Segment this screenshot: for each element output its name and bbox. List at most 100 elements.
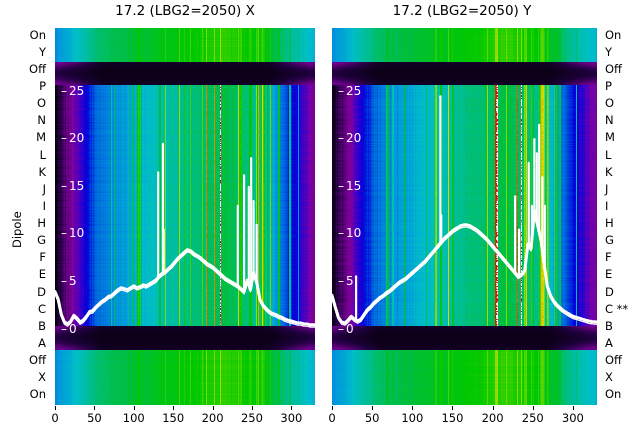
x-axis-left: 0 50 100 150 200 250 300 [51,406,315,436]
x-tick-label: 150 [441,411,464,425]
x-tick-label: 50 [87,411,102,425]
category-label: G [37,233,46,248]
tick-value: 5 [346,273,354,288]
category-label: L [39,147,46,162]
x-tick-mark [94,406,96,410]
tick-dash: – [338,321,344,336]
tick-value: 5 [69,273,77,288]
x-tick-label: 100 [401,411,424,425]
panel-right-title: 17.2 (LBG2=2050) Y [392,3,532,19]
x-tick-label: 200 [481,411,504,425]
category-label: B [605,318,613,333]
x-tick-label: 50 [364,411,380,425]
tick-dash: – [338,83,344,98]
category-label: F [39,250,46,265]
inner-y-tick-label: –10 [338,226,361,240]
category-label: D [605,284,614,299]
x-tick-mark [572,406,574,410]
category-label: H [37,216,46,231]
x-tick-mark [212,406,214,410]
category-label: H [605,216,614,231]
category-label: K [605,164,613,179]
heatmap-left [55,28,315,405]
category-axis-left: On Y Off P O N M L K J I H G F E D C B A Off X On [0,28,50,405]
inner-y-tick-label: –15 [61,179,84,193]
category-label: On [29,387,46,402]
tick-value: 20 [346,131,362,146]
category-label: G [605,233,614,248]
tick-dash: – [338,131,344,146]
category-label: C [37,301,46,316]
tick-dash: – [61,178,67,193]
category-label: A [605,336,613,351]
tick-dash: – [338,273,344,288]
inner-y-tick-label: –0 [61,322,77,336]
category-label: Off [29,353,46,368]
inner-y-tick-label: –25 [61,84,84,98]
tick-value: 25 [346,83,362,98]
category-label: Y [605,44,613,59]
tick-dash: – [338,226,344,241]
category-label: F [605,250,612,265]
heatmap-right [332,28,597,405]
category-label: X [605,370,613,385]
category-label: E [38,267,46,282]
category-label: B [38,318,46,333]
category-label: O [36,96,46,111]
inner-y-tick-label: –10 [61,226,84,240]
x-tick-mark [492,406,494,410]
category-label: On [29,27,46,42]
category-label: On [605,27,622,42]
x-tick-label: 300 [561,411,584,425]
inner-y-tick-label: –5 [338,274,354,288]
inner-y-tick-label: –15 [338,179,361,193]
x-tick-label: 100 [122,411,145,425]
x-tick-label: 300 [280,411,303,425]
category-label: A [38,336,46,351]
category-label: I [605,198,609,213]
category-label: I [42,198,46,213]
tick-dash: – [338,178,344,193]
category-label: N [605,113,614,128]
category-label: Off [605,61,622,76]
x-tick-label: 250 [521,411,544,425]
x-axis-right: 0 50 100 150 200 250 300 [328,406,597,436]
category-label: O [605,96,615,111]
tick-value: 10 [69,226,85,241]
x-tick-mark [412,406,414,410]
category-axis-right: On Y Off P O N M L K J I H G F E D C ** B A Off X On [601,28,640,405]
category-label: D [37,284,46,299]
inner-y-tick-label: –20 [61,131,84,145]
panel-left-title: 17.2 (LBG2=2050) X [115,3,255,19]
panel-left: 17.2 (LBG2=2050) X [55,3,315,405]
tick-dash: – [61,83,67,98]
panel-right: 17.2 (LBG2=2050) Y [320,0,640,440]
inner-ticks-left: –0–5–10–15–20–25 [55,28,315,405]
inner-y-tick-label: –25 [338,84,361,98]
tick-dash: – [61,321,67,336]
tick-value: 10 [346,226,362,241]
category-label: Y [38,44,46,59]
x-tick-mark [452,406,454,410]
tick-value: 25 [69,83,85,98]
category-label: P [605,78,612,93]
x-tick-mark [332,406,333,410]
inner-y-tick-label: –0 [338,322,354,336]
category-label: J [42,181,46,196]
tick-dash: – [61,226,67,241]
x-tick-label: 200 [201,411,224,425]
x-tick-mark [173,406,175,410]
category-label: L [605,147,612,162]
inner-ticks-right: –0–5–10–15–20–25 [332,28,597,405]
category-label: P [39,78,46,93]
category-label: J [605,181,609,196]
x-tick-mark [372,406,374,410]
category-label: M [36,130,46,145]
inner-y-tick-label: –5 [61,274,77,288]
category-label: Off [29,61,46,76]
x-tick-label: 0 [328,411,336,425]
category-label: N [37,113,46,128]
x-tick-mark [532,406,534,410]
tick-value: 20 [69,131,85,146]
